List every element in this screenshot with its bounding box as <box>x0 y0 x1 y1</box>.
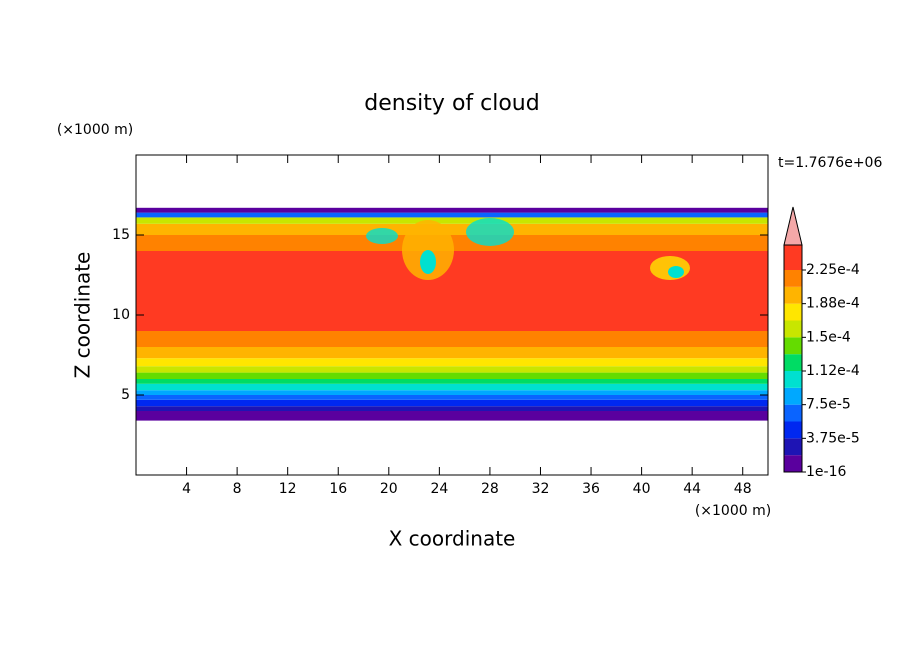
contour-band <box>136 212 768 218</box>
eddy <box>466 218 514 246</box>
colorbar-over <box>783 206 803 246</box>
contour-band <box>136 372 768 379</box>
colorbar-segment <box>784 303 802 321</box>
contour-band <box>136 207 768 213</box>
x-tick-label: 24 <box>430 481 448 497</box>
field <box>136 207 768 421</box>
x-tick-label: 44 <box>683 481 701 497</box>
colorbar-label: 1e-16 <box>806 464 846 480</box>
colorbar-segment <box>784 245 802 270</box>
colorbar-segment <box>784 286 802 304</box>
x-tick-label: 4 <box>182 481 191 497</box>
colorbar-label: 7.5e-5 <box>806 397 851 413</box>
colorbar-label: 1.88e-4 <box>806 296 860 312</box>
colorbar-frame <box>783 244 803 473</box>
colorbar-segment <box>784 404 802 422</box>
colorbar-segment <box>784 320 802 338</box>
colorbar-segment <box>784 455 802 472</box>
contour-band <box>136 383 768 391</box>
contour-band <box>136 395 768 400</box>
colorbar-segment <box>784 421 802 439</box>
contour-band <box>136 217 768 224</box>
x-axis-label: X coordinate <box>389 527 516 551</box>
eddy <box>650 256 690 280</box>
x-tick-label: 28 <box>481 481 499 497</box>
colorbar-label: 1.12e-4 <box>806 363 860 379</box>
colorbar-segment <box>784 387 802 405</box>
x-tick-label: 32 <box>532 481 550 497</box>
contour-band <box>136 223 768 235</box>
colorbar-segment <box>784 354 802 371</box>
eddy <box>668 266 684 278</box>
contour-band <box>136 366 768 373</box>
x-tick-label: 16 <box>329 481 347 497</box>
colorbar-label: 1.5e-4 <box>806 329 851 345</box>
colorbar-segment <box>784 270 802 287</box>
x-tick-label: 20 <box>380 481 398 497</box>
colorbar-segment <box>784 337 802 355</box>
x-unit: (×1000 m) <box>695 503 771 519</box>
x-tick-label: 12 <box>279 481 297 497</box>
contour-band <box>136 358 768 367</box>
y-unit: (×1000 m) <box>57 122 133 138</box>
colorbar-segment <box>784 438 802 456</box>
colorbar-label: 2.25e-4 <box>806 262 860 278</box>
contour-band <box>136 399 768 407</box>
time-label: t=1.7676e+06 <box>778 155 882 171</box>
contour-band <box>136 390 768 395</box>
y-axis-label: Z coordinate <box>71 252 95 379</box>
colorbar-segment <box>784 371 802 388</box>
chart-title: density of cloud <box>364 91 539 116</box>
contour-band <box>136 379 768 384</box>
x-tick-label: 36 <box>582 481 600 497</box>
y-tick-label: 10 <box>112 307 130 323</box>
eddy <box>366 228 398 244</box>
x-tick-label: 8 <box>233 481 242 497</box>
x-tick-label: 48 <box>734 481 752 497</box>
colorbar-label: 3.75e-5 <box>806 430 860 446</box>
contour-band <box>136 406 768 411</box>
contour-band <box>136 411 768 421</box>
y-tick-label: 15 <box>112 227 130 243</box>
x-tick-label: 40 <box>633 481 651 497</box>
eddy <box>420 250 436 274</box>
contour-band <box>136 347 768 359</box>
contour-band <box>136 331 768 347</box>
y-tick-label: 5 <box>121 387 130 403</box>
eddies <box>366 218 690 280</box>
